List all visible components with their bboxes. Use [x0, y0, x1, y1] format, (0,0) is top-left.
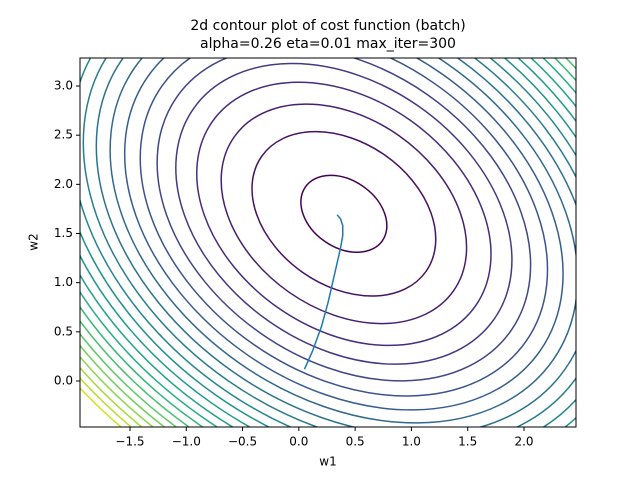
contour-line — [220, 103, 468, 325]
y-tick-label: 1.0 — [54, 275, 73, 289]
contour-line — [251, 130, 437, 297]
y-tick-label: 2.5 — [54, 128, 73, 142]
x-tick-label: 0.5 — [346, 435, 365, 449]
y-tick-label: 1.5 — [54, 226, 73, 240]
y-tick-label: 2.0 — [54, 177, 73, 191]
chart-title: 2d contour plot of cost function (batch) — [190, 18, 465, 34]
x-axis-label: w1 — [319, 455, 336, 469]
contour-line — [109, 58, 576, 424]
x-tick-label: 1.5 — [458, 435, 477, 449]
contour-line — [139, 58, 549, 397]
x-tick-label: −1.5 — [115, 435, 144, 449]
contour-line — [300, 174, 388, 254]
x-tick-label: 1.0 — [402, 435, 421, 449]
y-tick-label: 0.5 — [54, 324, 73, 338]
axes-frame — [79, 57, 577, 428]
contour-line — [95, 58, 576, 427]
y-tick-label: 0.0 — [54, 373, 73, 387]
contour-line — [123, 58, 564, 411]
contour-line — [175, 62, 513, 365]
x-tick-label: 0.0 — [289, 435, 308, 449]
contour-line — [196, 81, 492, 347]
descent-path — [303, 214, 344, 370]
chart-subtitle: alpha=0.26 eta=0.01 max_iter=300 — [200, 36, 456, 52]
y-tick-label: 3.0 — [54, 79, 73, 93]
x-tick-label: −0.5 — [228, 435, 257, 449]
y-axis-label: w2 — [27, 233, 41, 250]
x-tick-label: 2.0 — [514, 435, 533, 449]
contour-line — [156, 58, 532, 382]
x-tick-label: −1.0 — [172, 435, 201, 449]
